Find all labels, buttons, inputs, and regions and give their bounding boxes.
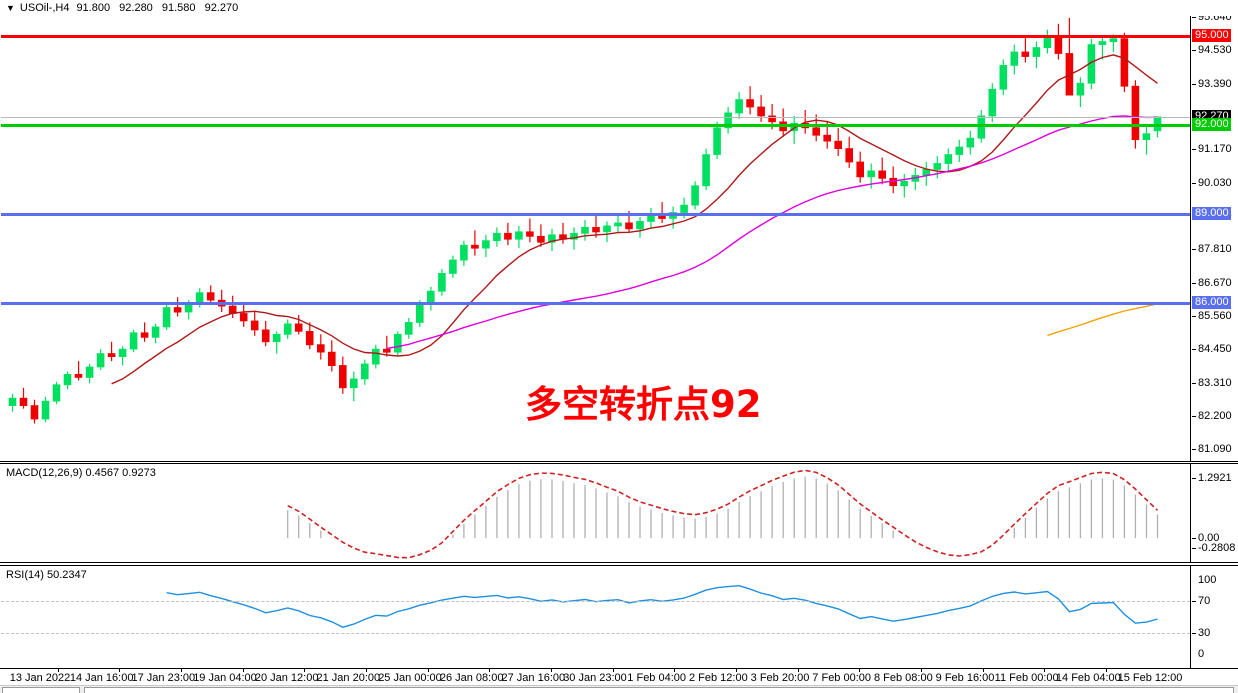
status-cell-left bbox=[2, 687, 80, 693]
time-tick-6 bbox=[366, 669, 367, 672]
price-chart-pane[interactable]: 多空转折点92 95.64094.53093.39091.17090.03088… bbox=[0, 2, 1238, 462]
chevron-down-icon[interactable]: ▼ bbox=[6, 2, 15, 13]
time-label-7: 26 Jan 08:00 bbox=[439, 672, 504, 684]
time-label-13: 7 Feb 00:00 bbox=[812, 672, 872, 684]
time-tick-16 bbox=[982, 669, 984, 672]
time-tick-2 bbox=[119, 669, 121, 672]
price-tick-83.310: 83.310 bbox=[1192, 377, 1232, 390]
time-tick-15 bbox=[921, 669, 922, 672]
time-tick-1 bbox=[57, 669, 59, 672]
macd-series bbox=[287, 469, 1159, 559]
price-axis[interactable]: 95.64094.53093.39091.17090.03088.92087.8… bbox=[1190, 3, 1238, 461]
price-plot-area[interactable]: 多空转折点92 bbox=[1, 3, 1190, 461]
time-tick-12 bbox=[736, 669, 737, 672]
macd-plot-area[interactable]: MACD(12,26,9) 0.4567 0.9273 bbox=[1, 464, 1190, 562]
time-label-2: 17 Jan 23:00 bbox=[131, 672, 196, 684]
rsi-tick-0: 0 bbox=[1198, 648, 1205, 660]
time-tick-10 bbox=[612, 669, 614, 672]
rsi-tick-100: 100 bbox=[1198, 574, 1217, 586]
macd-tick-1.2921: 1.2921 bbox=[1192, 472, 1232, 484]
ohlc-close: 92.270 bbox=[204, 2, 239, 14]
time-tick-5 bbox=[304, 669, 306, 672]
level-tag-89.000[interactable]: 89.000 bbox=[1192, 206, 1231, 220]
time-label-5: 21 Jan 20:00 bbox=[316, 672, 381, 684]
time-tick-3 bbox=[181, 669, 182, 672]
time-tick-14 bbox=[859, 669, 861, 672]
time-label-14: 8 Feb 08:00 bbox=[873, 672, 933, 684]
time-tick-18 bbox=[1106, 669, 1107, 672]
ohlc-high: 92.280 bbox=[119, 2, 153, 14]
rsi-overbought-line bbox=[1, 600, 1190, 602]
price-tick-81.090: 81.090 bbox=[1192, 443, 1232, 456]
time-axis[interactable]: 13 Jan 2022 14 Jan 16:00 17 Jan 23:00 19 Ja… bbox=[0, 669, 1238, 685]
macd-pane[interactable]: MACD(12,26,9) 0.4567 0.9273 1.2921 0.00 -0… bbox=[0, 463, 1238, 563]
time-tick-9 bbox=[551, 669, 552, 672]
current-price-line bbox=[1, 116, 1190, 118]
ohlc-open: 91.800 bbox=[76, 2, 111, 14]
price-tick-95.640: 95.640 bbox=[1192, 10, 1232, 23]
rsi-oversold-line bbox=[1, 633, 1190, 635]
time-label-4: 20 Jan 12:00 bbox=[254, 672, 319, 684]
price-tick-85.560: 85.560 bbox=[1192, 310, 1232, 323]
time-tick-4 bbox=[242, 669, 244, 672]
price-tick-90.030: 90.030 bbox=[1192, 177, 1232, 190]
level-line-89[interactable] bbox=[1, 212, 1190, 216]
time-tick-13 bbox=[797, 669, 799, 672]
time-label-9: 30 Jan 23:00 bbox=[563, 672, 627, 684]
time-tick-7 bbox=[427, 669, 429, 672]
rsi-pane[interactable]: RSI(14) 50.2347 100 70 30 0 bbox=[0, 565, 1238, 669]
level-tag-92.000[interactable]: 92.000 bbox=[1192, 117, 1231, 131]
time-tick-8 bbox=[489, 669, 491, 672]
macd-tick--0.2808: -0.2808 bbox=[1191, 542, 1236, 554]
level-line-86[interactable] bbox=[1, 302, 1190, 306]
time-label-1: 14 Jan 16:00 bbox=[69, 672, 134, 684]
time-label-8: 27 Jan 16:00 bbox=[501, 672, 566, 684]
price-tick-93.390: 93.390 bbox=[1192, 77, 1232, 90]
rsi-tick-30: 30 bbox=[1191, 627, 1211, 640]
level-tag-86.000[interactable]: 86.000 bbox=[1192, 296, 1231, 310]
time-label-15: 9 Feb 16:00 bbox=[935, 672, 995, 684]
rsi-axis: 100 70 30 0 bbox=[1190, 566, 1238, 668]
rsi-label: RSI(14) 50.2347 bbox=[6, 569, 90, 581]
level-tag-95.000[interactable]: 95.000 bbox=[1192, 28, 1231, 42]
symbol-label: USOil-,H4 bbox=[19, 2, 70, 14]
status-bar bbox=[0, 685, 1238, 693]
macd-axis: 1.2921 0.00 -0.2808 bbox=[1190, 464, 1238, 562]
chart-annotation-text: 多空转折点92 bbox=[525, 383, 762, 426]
status-cell-main bbox=[84, 687, 1234, 693]
time-tick-17 bbox=[1044, 669, 1046, 672]
macd-tick-0.00: 0.00 bbox=[1191, 532, 1220, 545]
time-label-3: 19 Jan 04:00 bbox=[193, 672, 257, 684]
rsi-tick-70: 70 bbox=[1191, 594, 1211, 607]
time-label-18: 15 Feb 12:00 bbox=[1117, 672, 1183, 684]
time-label-6: 25 Jan 00:00 bbox=[378, 672, 442, 684]
price-tick-87.810: 87.810 bbox=[1192, 243, 1232, 256]
rsi-series bbox=[166, 584, 1158, 628]
ohlc-low: 91.580 bbox=[161, 2, 196, 14]
ohlc-values: 91.800 92.280 91.580 92.270 bbox=[76, 2, 244, 14]
price-tick-82.200: 82.200 bbox=[1192, 410, 1232, 423]
time-label-0: 13 Jan 2022 bbox=[9, 672, 71, 684]
time-label-11: 2 Feb 12:00 bbox=[688, 672, 748, 684]
level-line-92[interactable] bbox=[1, 123, 1190, 127]
time-label-10: 1 Feb 04:00 bbox=[627, 672, 687, 684]
time-tick-11 bbox=[674, 669, 676, 672]
time-label-17: 14 Feb 04:00 bbox=[1055, 672, 1121, 684]
level-line-95[interactable] bbox=[1, 34, 1190, 38]
price-tick-84.450: 84.450 bbox=[1192, 343, 1232, 356]
price-tick-86.670: 86.670 bbox=[1192, 277, 1232, 290]
price-tick-94.530: 94.530 bbox=[1192, 43, 1232, 56]
rsi-plot-area[interactable]: RSI(14) 50.2347 bbox=[1, 566, 1190, 668]
candlestick-series bbox=[8, 17, 1162, 424]
time-label-16: 11 Feb 00:00 bbox=[994, 672, 1059, 684]
macd-label: MACD(12,26,9) 0.4567 0.9273 bbox=[6, 467, 159, 479]
time-label-12: 3 Feb 20:00 bbox=[750, 672, 810, 684]
symbol-header-bar: ▼ USOil-,H4 91.800 92.280 91.580 92.270 bbox=[0, 0, 1238, 16]
price-tick-91.170: 91.170 bbox=[1192, 143, 1232, 156]
